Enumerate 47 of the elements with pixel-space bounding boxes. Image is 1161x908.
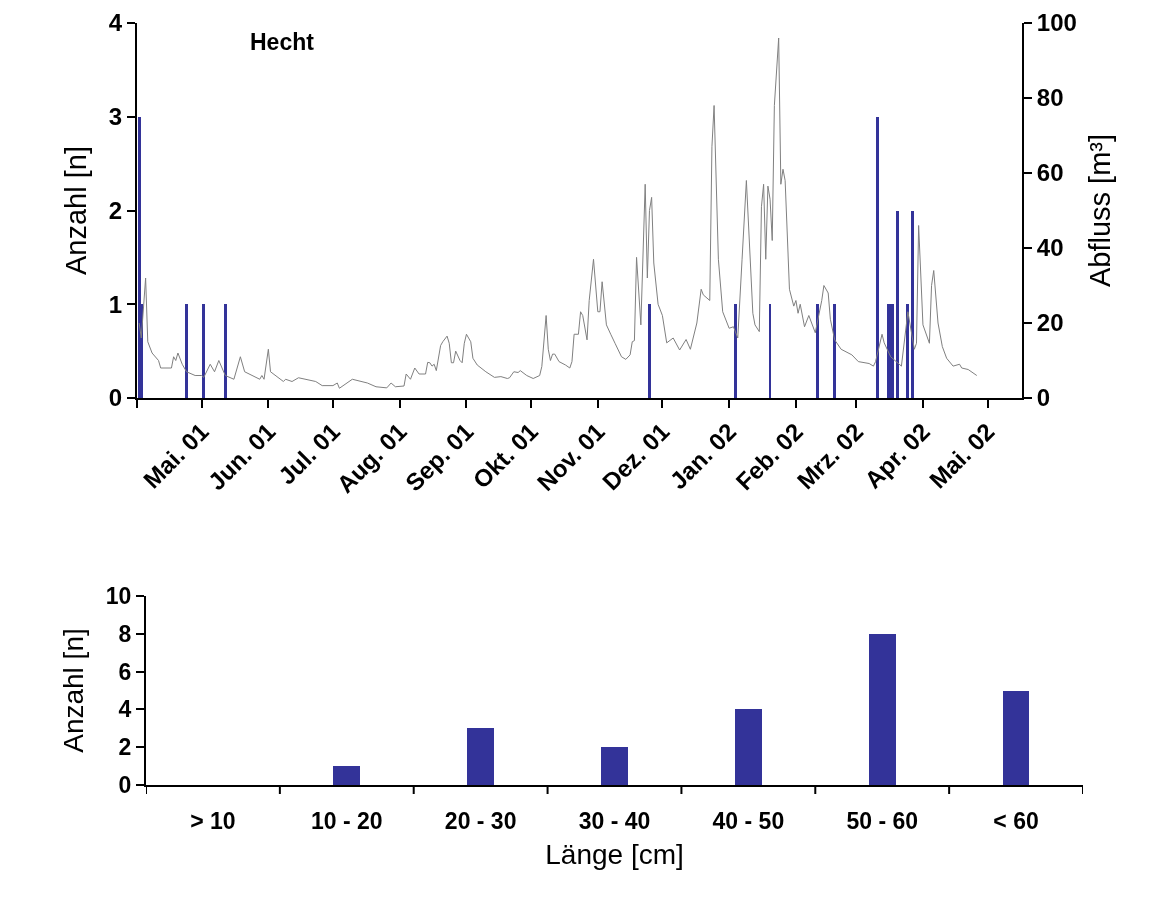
- y2-tick-label: 0: [1036, 384, 1051, 412]
- y-tick-label: 2: [118, 734, 132, 761]
- y2-tick-label: 20: [1036, 309, 1064, 337]
- y-axis-title: Anzahl [n]: [58, 628, 90, 753]
- bar: [333, 766, 360, 785]
- y2-tick-label: 40: [1036, 234, 1064, 262]
- bar: [769, 304, 771, 398]
- bar: [911, 211, 914, 398]
- y2-tick-label: 100: [1036, 9, 1077, 37]
- bar: [833, 304, 836, 398]
- y2-tick-label: 60: [1036, 159, 1064, 187]
- bar: [648, 304, 651, 398]
- x-tick-label: 10 - 20: [310, 807, 383, 834]
- y-tick-label: 8: [118, 620, 132, 647]
- x-tick-label: 30 - 40: [578, 807, 651, 834]
- bar: [735, 709, 762, 785]
- y2-tick-label: 80: [1036, 84, 1064, 112]
- bar: [816, 304, 819, 398]
- y-tick-label: 0: [108, 384, 123, 412]
- bar: [185, 304, 188, 398]
- x-axis-title: Länge [cm]: [545, 839, 684, 871]
- y-tick-label: 2: [108, 196, 123, 224]
- y-tick-label: 4: [108, 9, 123, 37]
- bar: [896, 211, 899, 398]
- y-tick-label: 0: [118, 772, 132, 799]
- bar: [734, 304, 737, 398]
- y-tick-label: 1: [108, 290, 123, 318]
- y-tick-label: 10: [105, 583, 132, 610]
- bar: [467, 728, 494, 785]
- bar: [1003, 691, 1029, 785]
- x-tick-label: 20 - 30: [444, 807, 517, 834]
- y-tick-label: 4: [118, 696, 132, 723]
- bar: [906, 304, 909, 398]
- bar: [202, 304, 205, 398]
- bar: [876, 117, 879, 398]
- bar: [224, 304, 227, 398]
- x-tick-label: < 60: [993, 807, 1039, 834]
- y2-axis-title: Abfluss [m³]: [1084, 133, 1117, 288]
- x-tick-label: > 10: [190, 807, 236, 834]
- x-tick-label: 40 - 50: [712, 807, 785, 834]
- chart-title: Hecht: [250, 29, 315, 55]
- y-tick-label: 3: [108, 103, 123, 131]
- y-tick-label: 6: [118, 658, 132, 685]
- bar: [601, 747, 628, 785]
- bar: [869, 634, 896, 785]
- y-axis-title: Anzahl [n]: [59, 146, 92, 275]
- x-tick-label: 50 - 60: [846, 807, 919, 834]
